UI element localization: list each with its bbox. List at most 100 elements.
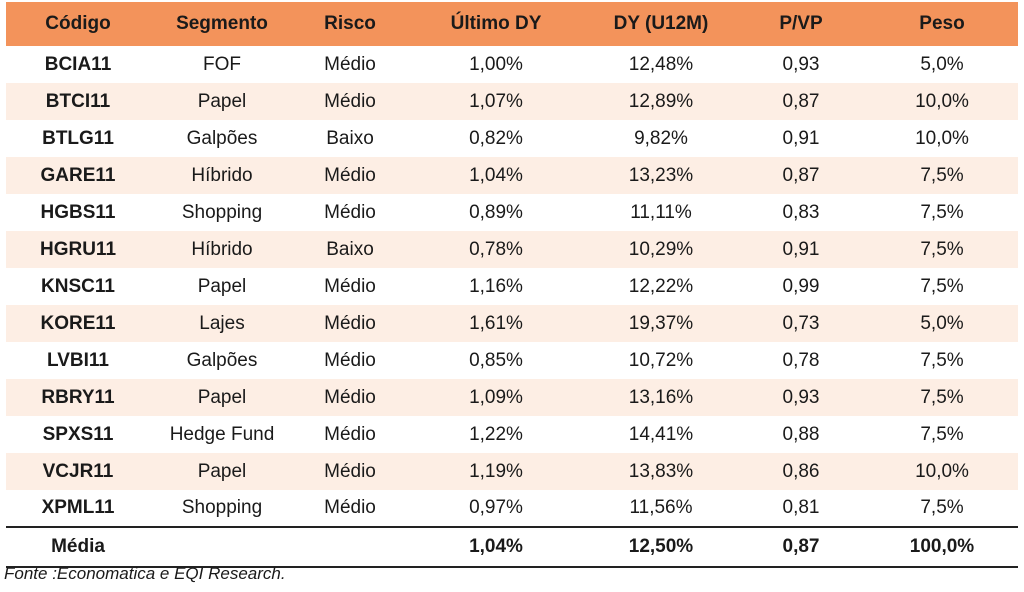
cell-segmento: Shopping — [181, 497, 263, 518]
table-header-row: Código Segmento Risco Último DY DY (U12M… — [6, 2, 1018, 46]
cell-dy-u12m: 10,72% — [628, 349, 694, 371]
cell-peso: 5,0% — [920, 312, 964, 334]
cell-peso: 10,0% — [915, 90, 969, 112]
cell-risco: Médio — [324, 164, 376, 186]
cell-dy-u12m: 11,11% — [630, 201, 692, 223]
cell-codigo: RBRY11 — [41, 386, 115, 408]
cell-risco: Médio — [324, 275, 376, 297]
cell-p-vp: 0,93 — [782, 386, 820, 408]
header-dy-u12m: DY (U12M) — [613, 13, 709, 34]
cell-dy-u12m: 10,29% — [628, 238, 694, 260]
average-p-vp: 0,87 — [782, 536, 820, 557]
cell-codigo: BTLG11 — [42, 127, 114, 149]
cell-risco: Médio — [324, 201, 376, 223]
cell-peso: 5,0% — [920, 53, 964, 75]
cell-p-vp: 0,91 — [782, 127, 820, 149]
average-label: Média — [51, 536, 105, 557]
cell-dy-u12m: 13,16% — [628, 386, 694, 408]
cell-peso: 7,5% — [920, 497, 964, 518]
cell-peso: 7,5% — [920, 164, 964, 186]
cell-peso: 7,5% — [920, 423, 964, 445]
cell-p-vp: 0,91 — [782, 238, 820, 260]
table-row: LVBI11 Galpões Médio 0,85% 10,72% 0,78 7,5% — [6, 342, 1018, 379]
cell-dy-u12m: 9,82% — [634, 127, 688, 149]
header-segmento: Segmento — [176, 13, 268, 34]
cell-segmento: Híbrido — [191, 238, 253, 260]
cell-codigo: XPML11 — [41, 497, 115, 518]
table-row: VCJR11 Papel Médio 1,19% 13,83% 0,86 10,0% — [6, 453, 1018, 490]
cell-dy-u12m: 12,89% — [628, 90, 694, 112]
table-row: KNSC11 Papel Médio 1,16% 12,22% 0,99 7,5% — [6, 268, 1018, 305]
cell-codigo: BTCI11 — [45, 90, 111, 112]
table-row: BTCI11 Papel Médio 1,07% 12,89% 0,87 10,0% — [6, 83, 1018, 120]
cell-ultimo-dy: 1,00% — [469, 53, 523, 75]
cell-codigo: HGBS11 — [40, 201, 116, 223]
cell-segmento: Papel — [197, 90, 247, 112]
average-segmento — [150, 527, 294, 567]
cell-segmento: Galpões — [186, 349, 258, 371]
total-peso: 100,0% — [909, 536, 975, 557]
table-row: HGBS11 Shopping Médio 0,89% 11,11% 0,83 7,5% — [6, 194, 1018, 231]
table-row: HGRU11 Híbrido Baixo 0,78% 10,29% 0,91 7,5% — [6, 231, 1018, 268]
average-row: Média 1,04% 12,50% 0,87 100,0% — [6, 527, 1018, 567]
cell-segmento: Hedge Fund — [169, 423, 275, 445]
cell-ultimo-dy: 1,07% — [469, 90, 523, 112]
table-body: BCIA11 FOF Médio 1,00% 12,48% 0,93 5,0% BTCI11 P… — [6, 46, 1018, 527]
cell-risco: Médio — [324, 312, 376, 334]
cell-codigo: KORE11 — [40, 312, 116, 334]
cell-peso: 7,5% — [920, 349, 964, 371]
cell-codigo: KNSC11 — [41, 275, 115, 297]
table-row: RBRY11 Papel Médio 1,09% 13,16% 0,93 7,5% — [6, 379, 1018, 416]
cell-ultimo-dy: 0,78% — [469, 238, 523, 260]
cell-dy-u12m: 19,37% — [628, 312, 694, 334]
cell-p-vp: 0,73 — [782, 312, 820, 334]
cell-ultimo-dy: 1,19% — [469, 460, 523, 482]
cell-risco: Médio — [324, 349, 376, 371]
cell-codigo: LVBI11 — [47, 349, 109, 371]
header-risco: Risco — [324, 13, 376, 34]
cell-dy-u12m: 11,56% — [629, 497, 693, 518]
cell-dy-u12m: 12,22% — [628, 275, 694, 297]
table-row: BTLG11 Galpões Baixo 0,82% 9,82% 0,91 10,0% — [6, 120, 1018, 157]
cell-p-vp: 0,99 — [782, 275, 820, 297]
table-row: BCIA11 FOF Médio 1,00% 12,48% 0,93 5,0% — [6, 46, 1018, 83]
cell-segmento: Lajes — [199, 312, 245, 334]
cell-segmento: Papel — [197, 460, 247, 482]
cell-p-vp: 0,83 — [782, 201, 820, 223]
cell-ultimo-dy: 0,89% — [469, 201, 523, 223]
cell-ultimo-dy: 1,22% — [469, 423, 523, 445]
table-row: SPXS11 Hedge Fund Médio 1,22% 14,41% 0,88 7,5% — [6, 416, 1018, 453]
cell-segmento: Papel — [197, 275, 247, 297]
fii-portfolio-table: Código Segmento Risco Último DY DY (U12M… — [6, 2, 1018, 568]
cell-ultimo-dy: 1,04% — [469, 164, 523, 186]
cell-dy-u12m: 14,41% — [628, 423, 694, 445]
header-ultimo-dy: Último DY — [450, 13, 542, 34]
cell-peso: 7,5% — [920, 275, 964, 297]
cell-p-vp: 0,87 — [782, 90, 820, 112]
cell-risco: Médio — [324, 423, 376, 445]
cell-segmento: FOF — [203, 53, 241, 75]
cell-peso: 7,5% — [920, 386, 964, 408]
cell-peso: 7,5% — [920, 201, 964, 223]
cell-peso: 7,5% — [920, 238, 964, 260]
cell-segmento: Híbrido — [191, 164, 253, 186]
cell-ultimo-dy: 1,09% — [469, 386, 523, 408]
cell-risco: Médio — [324, 90, 376, 112]
cell-p-vp: 0,87 — [782, 164, 820, 186]
cell-segmento: Papel — [197, 386, 247, 408]
cell-dy-u12m: 13,83% — [628, 460, 694, 482]
cell-codigo: VCJR11 — [42, 460, 114, 482]
header-peso: Peso — [919, 13, 965, 34]
cell-risco: Médio — [324, 497, 376, 518]
cell-risco: Baixo — [326, 238, 374, 260]
cell-peso: 10,0% — [915, 127, 969, 149]
cell-dy-u12m: 13,23% — [628, 164, 694, 186]
cell-peso: 10,0% — [915, 460, 969, 482]
cell-ultimo-dy: 1,16% — [469, 275, 523, 297]
average-risco — [294, 527, 406, 567]
average-ultimo-dy: 1,04% — [469, 536, 523, 557]
table-row: KORE11 Lajes Médio 1,61% 19,37% 0,73 5,0% — [6, 305, 1018, 342]
cell-codigo: HGRU11 — [39, 238, 117, 260]
cell-ultimo-dy: 0,97% — [469, 497, 523, 518]
header-codigo: Código — [45, 13, 111, 34]
